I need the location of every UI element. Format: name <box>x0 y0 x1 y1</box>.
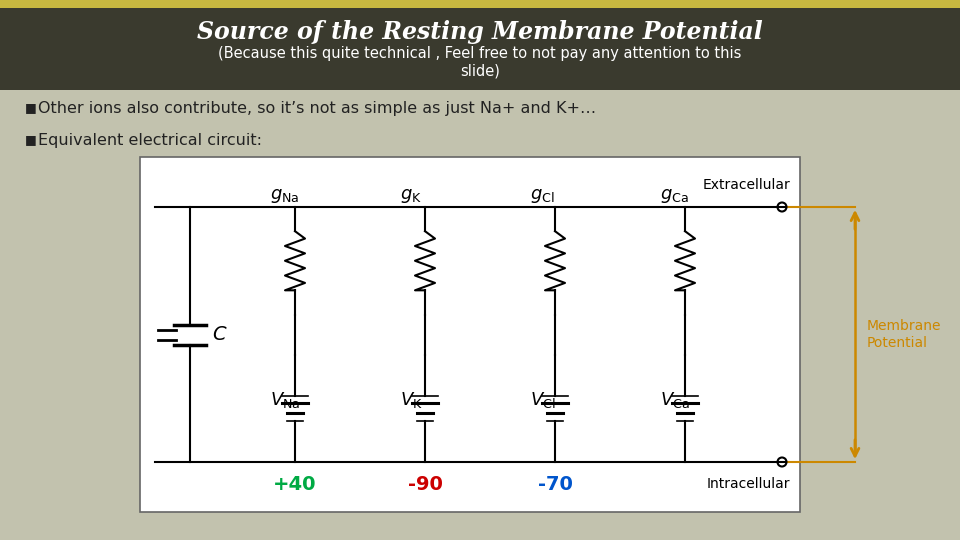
Text: $V_{\rm Cl}$: $V_{\rm Cl}$ <box>530 390 556 410</box>
Text: Other ions also contribute, so it’s not as simple as just Na+ and K+…: Other ions also contribute, so it’s not … <box>38 100 596 116</box>
Text: -70: -70 <box>538 475 572 494</box>
Text: $g_{\rm Cl}$: $g_{\rm Cl}$ <box>530 187 555 205</box>
Bar <box>0 8 960 90</box>
Text: $g_{\rm Ca}$: $g_{\rm Ca}$ <box>660 187 689 205</box>
Text: $C$: $C$ <box>212 325 228 344</box>
Text: $V_{\rm K}$: $V_{\rm K}$ <box>400 390 422 410</box>
Text: Intracellular: Intracellular <box>707 477 790 491</box>
Bar <box>140 157 800 512</box>
Text: (Because this quite technical , Feel free to not pay any attention to this
slide: (Because this quite technical , Feel fre… <box>218 46 742 78</box>
Text: ■: ■ <box>25 102 36 114</box>
Text: $g_{\rm K}$: $g_{\rm K}$ <box>400 187 422 205</box>
Text: $V_{\rm Na}$: $V_{\rm Na}$ <box>270 390 300 410</box>
Text: $V_{\rm Ca}$: $V_{\rm Ca}$ <box>660 390 689 410</box>
Text: Equivalent electrical circuit:: Equivalent electrical circuit: <box>38 132 262 147</box>
Text: -90: -90 <box>408 475 443 494</box>
Text: $g_{\rm Na}$: $g_{\rm Na}$ <box>270 187 300 205</box>
Text: +40: +40 <box>274 475 317 494</box>
Bar <box>0 0 960 8</box>
Text: Source of the Resting Membrane Potential: Source of the Resting Membrane Potential <box>197 20 763 44</box>
Text: Membrane
Potential: Membrane Potential <box>867 319 942 349</box>
Text: Extracellular: Extracellular <box>703 178 790 192</box>
Text: ■: ■ <box>25 133 36 146</box>
